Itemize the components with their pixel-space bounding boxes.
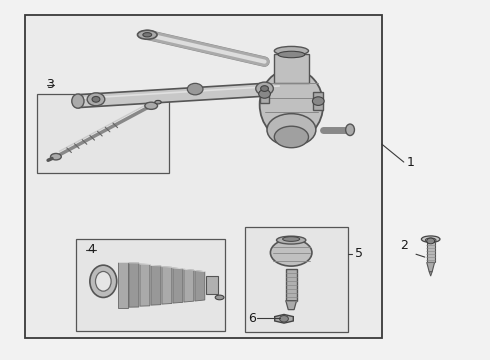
- Polygon shape: [79, 82, 284, 108]
- Text: 4: 4: [87, 243, 95, 256]
- Ellipse shape: [143, 33, 152, 37]
- Circle shape: [256, 82, 273, 95]
- Ellipse shape: [270, 239, 312, 266]
- Ellipse shape: [425, 238, 436, 243]
- Circle shape: [87, 93, 105, 106]
- Ellipse shape: [90, 265, 117, 297]
- Circle shape: [187, 84, 203, 95]
- Polygon shape: [260, 85, 270, 103]
- Polygon shape: [314, 92, 323, 110]
- Ellipse shape: [345, 124, 354, 135]
- Circle shape: [280, 316, 289, 322]
- Circle shape: [259, 90, 270, 98]
- Text: 5: 5: [355, 247, 363, 260]
- Ellipse shape: [50, 153, 61, 160]
- Polygon shape: [184, 269, 194, 302]
- Circle shape: [427, 238, 435, 244]
- Bar: [274, 54, 309, 83]
- Ellipse shape: [283, 237, 300, 241]
- Text: 1: 1: [406, 156, 414, 168]
- Ellipse shape: [278, 51, 305, 58]
- Polygon shape: [286, 301, 296, 310]
- Polygon shape: [427, 262, 435, 272]
- Ellipse shape: [274, 126, 309, 148]
- Circle shape: [313, 97, 324, 105]
- Ellipse shape: [267, 114, 316, 146]
- Ellipse shape: [215, 295, 224, 300]
- Polygon shape: [162, 267, 172, 304]
- Bar: [25, 15, 382, 338]
- Circle shape: [92, 96, 100, 102]
- Polygon shape: [195, 271, 205, 301]
- Ellipse shape: [276, 236, 306, 244]
- Polygon shape: [140, 264, 150, 306]
- Polygon shape: [275, 314, 294, 323]
- Ellipse shape: [155, 100, 161, 104]
- Polygon shape: [118, 262, 128, 308]
- Bar: [286, 269, 296, 301]
- Text: 2: 2: [400, 239, 408, 252]
- Bar: [206, 276, 218, 294]
- Circle shape: [261, 86, 269, 91]
- Bar: [427, 242, 435, 262]
- Ellipse shape: [421, 236, 440, 242]
- Polygon shape: [151, 265, 161, 305]
- Polygon shape: [129, 263, 139, 307]
- Ellipse shape: [145, 102, 158, 109]
- Ellipse shape: [274, 46, 309, 55]
- Polygon shape: [173, 268, 183, 303]
- Text: 3: 3: [46, 78, 53, 91]
- Ellipse shape: [72, 94, 84, 108]
- Text: 6: 6: [248, 311, 256, 325]
- Ellipse shape: [260, 69, 323, 140]
- Ellipse shape: [96, 271, 111, 291]
- Bar: [245, 226, 347, 332]
- Bar: [76, 239, 225, 330]
- Polygon shape: [429, 272, 432, 276]
- Ellipse shape: [138, 30, 157, 39]
- Bar: [37, 94, 169, 173]
